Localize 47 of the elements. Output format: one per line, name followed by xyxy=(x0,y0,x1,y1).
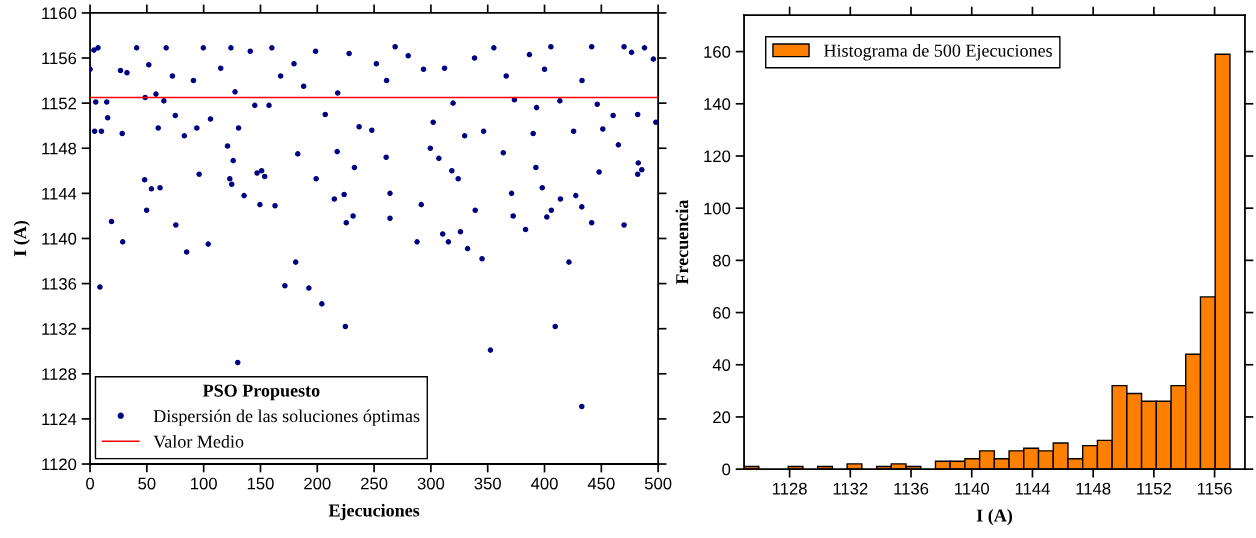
x-tick-label: 1144 xyxy=(1015,482,1050,495)
x-tick-label: 1140 xyxy=(955,482,990,495)
y-tick-label: 1148 xyxy=(42,142,77,155)
y-tick-label: 1152 xyxy=(42,97,77,110)
y-tick-label: 60 xyxy=(713,306,731,319)
legend-label: Dispersión de las soluciones óptimas xyxy=(153,409,420,426)
legend-label: Valor Medio xyxy=(153,435,244,448)
x-tick-label: 1156 xyxy=(1197,482,1232,495)
y-tick-label: 1156 xyxy=(42,52,77,65)
y-tick-label: 1140 xyxy=(42,232,77,245)
x-tick-label: 1148 xyxy=(1076,482,1111,495)
x-tick-label: 1152 xyxy=(1137,482,1171,495)
x-tick-label: 100 xyxy=(191,477,217,490)
x-tick-label: 300 xyxy=(417,477,445,490)
y-tick-label: 140 xyxy=(704,98,731,110)
y-tick-label: 1124 xyxy=(42,413,77,425)
x-tick-label: 0 xyxy=(86,477,95,490)
y-tick-label: 1144 xyxy=(42,187,77,200)
x-tick-label: 250 xyxy=(361,477,388,490)
x-tick-label: 350 xyxy=(474,477,501,490)
y-tick-label: 100 xyxy=(704,202,731,215)
y-tick-label: 1136 xyxy=(42,277,77,290)
x-tick-label: 150 xyxy=(247,477,274,490)
x-tick-label: 400 xyxy=(531,477,558,490)
x-tick-label: 500 xyxy=(644,477,672,490)
x-tick-label: 200 xyxy=(304,477,331,490)
y-tick-label: 20 xyxy=(713,411,731,424)
x-tick-label: 50 xyxy=(138,477,156,490)
x-axis-title: I (A) xyxy=(976,508,1013,526)
y-tick-label: 80 xyxy=(713,254,731,267)
y-axis-title: Frecuencia xyxy=(675,199,689,285)
y-tick-label: 40 xyxy=(712,359,731,371)
x-tick-label: 1136 xyxy=(894,482,929,495)
y-tick-label: 120 xyxy=(704,150,731,163)
y-tick-label: 160 xyxy=(704,46,731,58)
legend-label: Histograma de 500 Ejecuciones xyxy=(824,44,1052,61)
x-tick-label: 1128 xyxy=(772,482,807,495)
y-tick-label: 1128 xyxy=(42,368,77,381)
y-tick-label: 1120 xyxy=(42,458,77,471)
y-tick-label: 1132 xyxy=(42,323,77,335)
x-tick-label: 1132 xyxy=(833,482,868,495)
y-axis-title: I (A) xyxy=(13,220,30,257)
x-axis-title: Ejecuciones xyxy=(328,503,420,521)
y-tick-label: 0 xyxy=(722,463,731,476)
y-tick-label: 1160 xyxy=(42,7,77,20)
x-tick-label: 450 xyxy=(587,477,615,490)
legend-title: PSO Propuesto xyxy=(202,384,320,401)
